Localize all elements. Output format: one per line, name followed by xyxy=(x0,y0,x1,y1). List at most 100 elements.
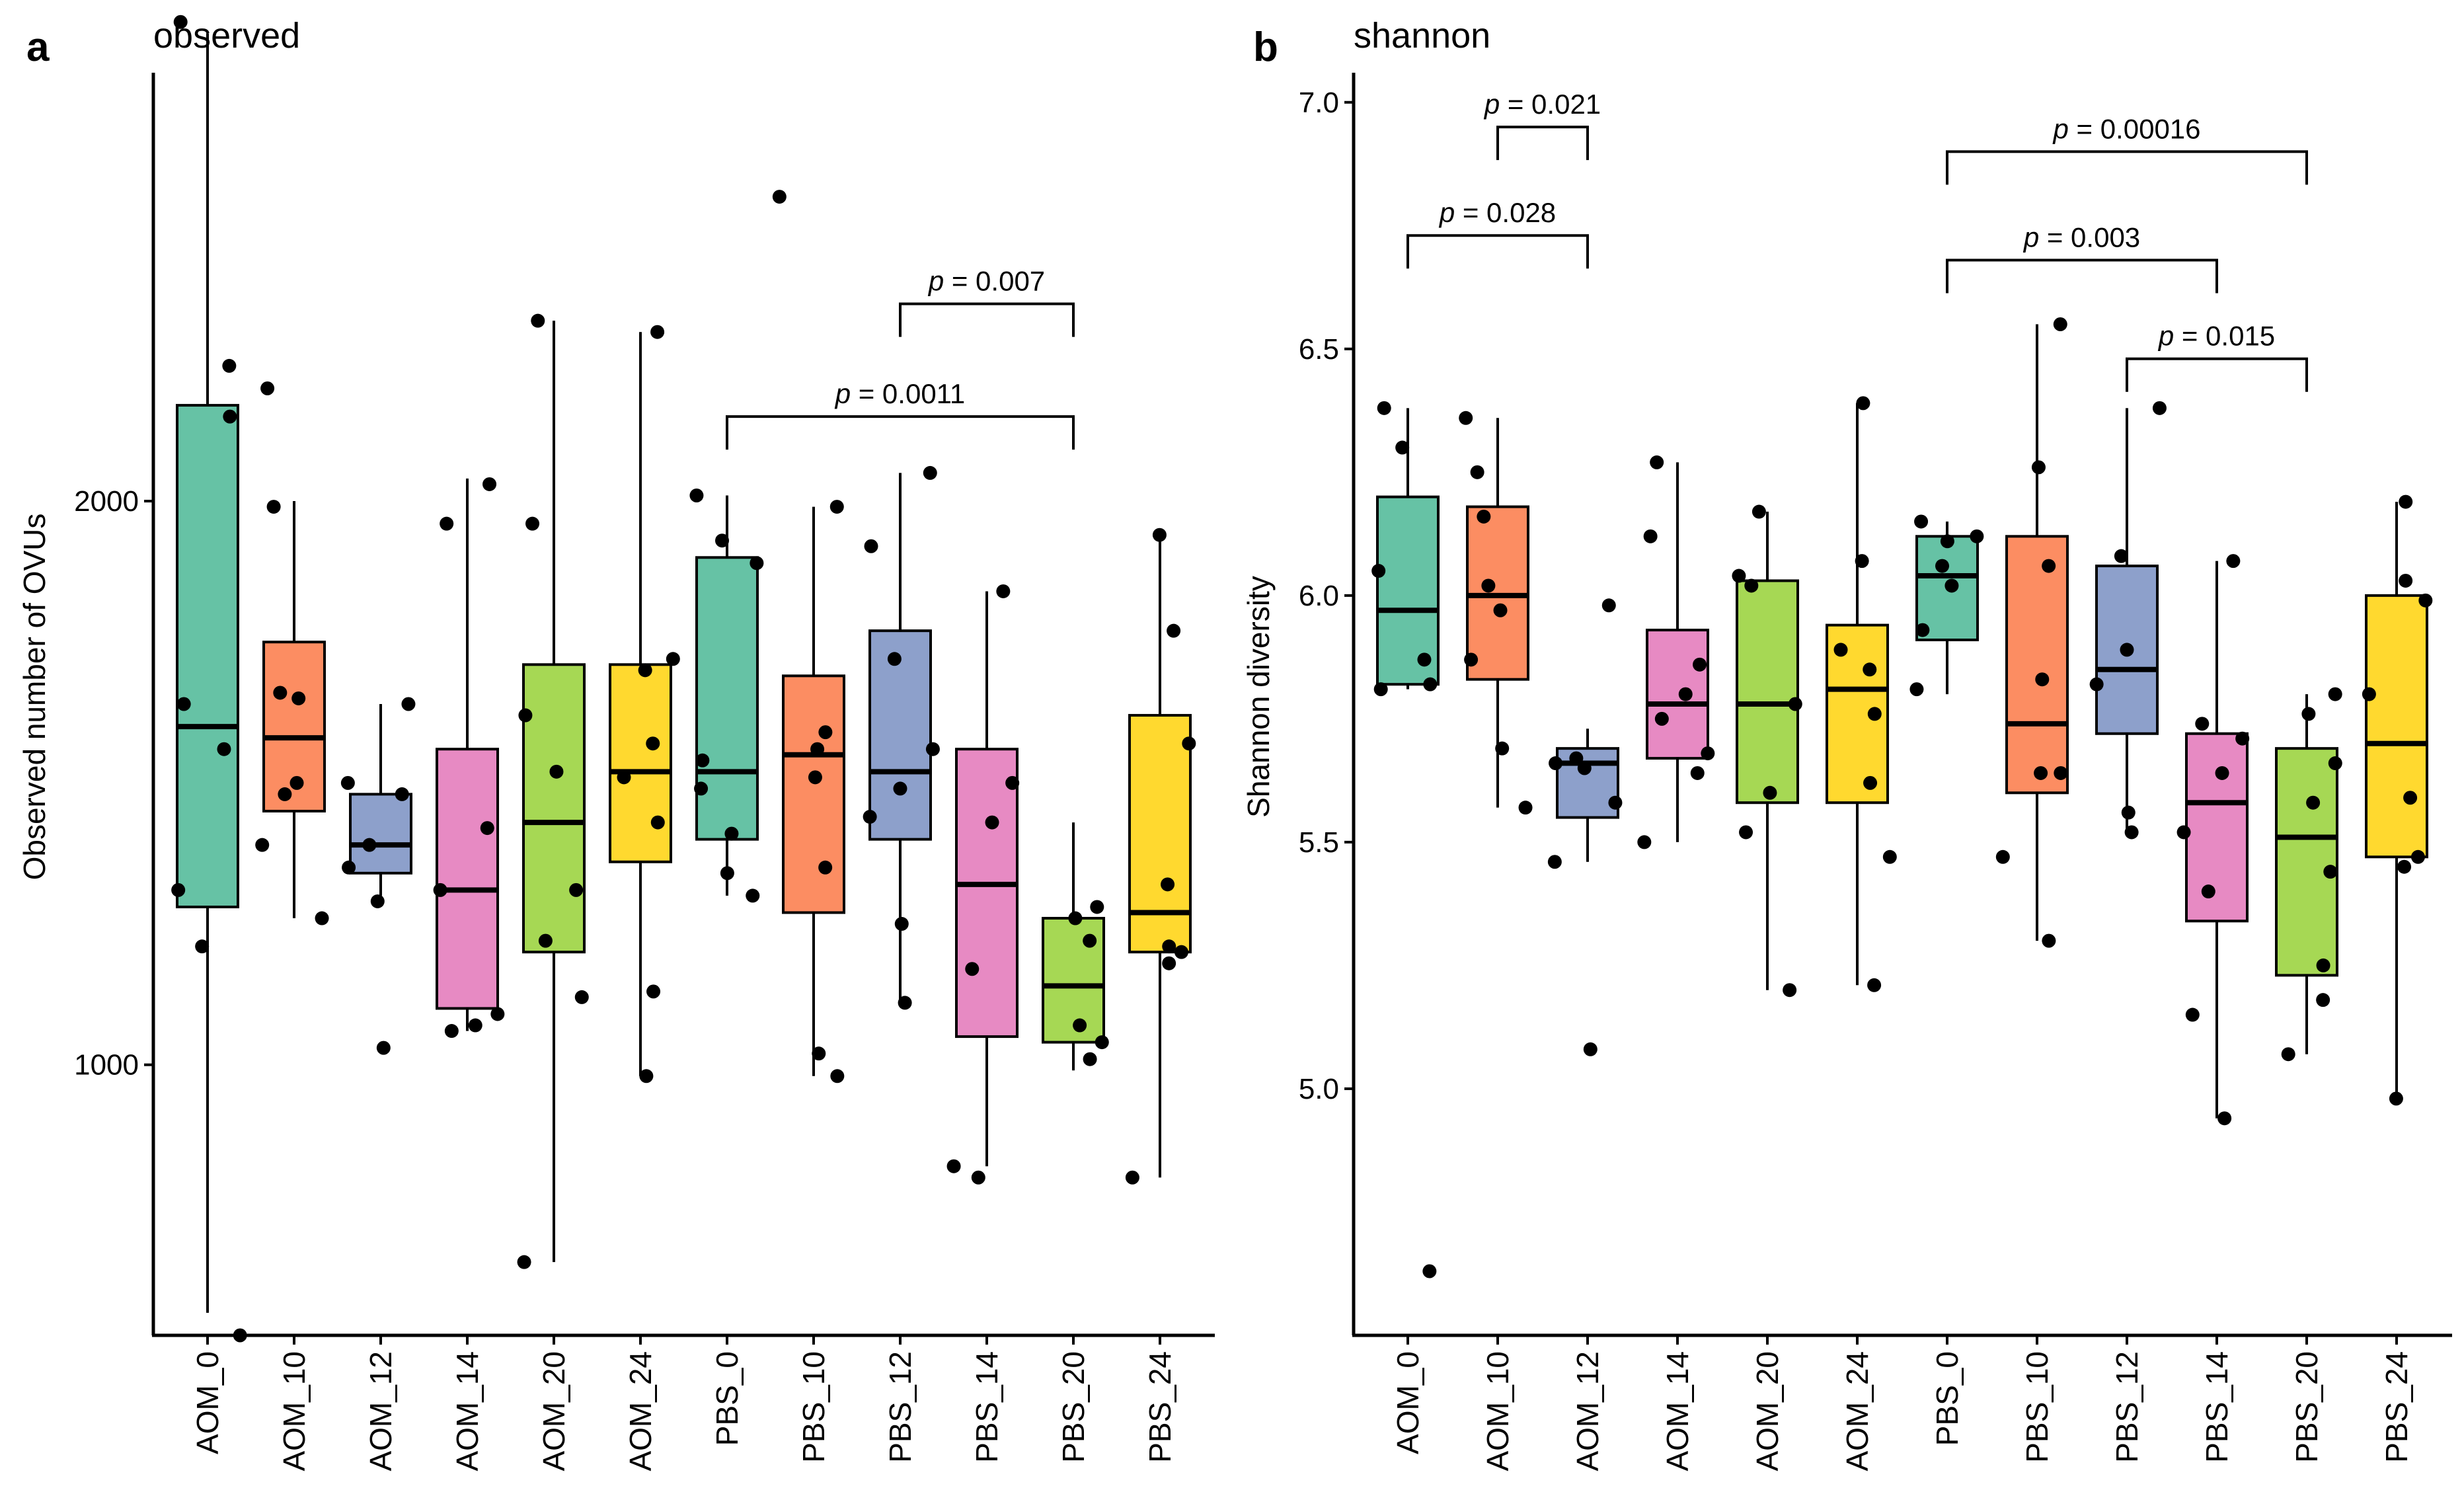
panel-a-data-point xyxy=(646,984,661,999)
panel-a-data-point xyxy=(1167,623,1181,638)
panel-b-data-point xyxy=(1944,578,1959,593)
panel-a-y-axis-title: Observed number of OVUs xyxy=(17,514,52,881)
panel-b-data-point xyxy=(1690,766,1705,780)
panel-b-letter: b xyxy=(1253,24,1278,70)
panel-a-box xyxy=(868,629,932,841)
panel-b-p-value-label: p = 0.015 xyxy=(2157,321,2275,352)
panel-a-x-tick-label: AOM_0 xyxy=(190,1351,225,1454)
panel-b-x-tick-label: PBS_14 xyxy=(2200,1351,2234,1463)
panel-b-data-point xyxy=(2031,460,2046,475)
panel-b-data-point xyxy=(1518,801,1533,815)
panel-b-data-point xyxy=(2042,933,2056,948)
panel-b-data-point xyxy=(2316,993,2330,1007)
panel-b-data-point xyxy=(2323,865,2338,879)
panel-b-data-point xyxy=(2042,559,2056,573)
panel-a-data-point xyxy=(217,742,231,756)
panel-b-data-point xyxy=(1833,643,1848,657)
panel-b-data-point xyxy=(2034,766,2048,780)
panel-b-data-point xyxy=(1477,509,1491,524)
panel-a-data-point xyxy=(638,663,652,678)
panel-a-data-point xyxy=(617,770,631,785)
panel-b-x-tick-label: AOM_14 xyxy=(1660,1351,1695,1472)
panel-a-data-point xyxy=(1068,911,1083,925)
panel-a-x-tick-label: AOM_12 xyxy=(364,1351,398,1472)
panel-b-data-point xyxy=(1373,682,1388,697)
panel-b-data-point xyxy=(2328,756,2342,771)
panel-b-data-point xyxy=(2399,573,2413,588)
panel-a-data-point xyxy=(176,697,191,711)
panel-a-data-point xyxy=(1162,956,1176,970)
panel-b-data-point xyxy=(2089,677,2104,691)
panel-a-data-point xyxy=(223,409,237,424)
panel-a-data-point xyxy=(342,860,356,875)
panel-a-data-point xyxy=(538,933,553,948)
panel-a-data-point xyxy=(1174,945,1188,959)
panel-a-data-point xyxy=(639,1069,654,1083)
panel-a-data-point xyxy=(340,775,355,790)
panel-b-data-point xyxy=(1608,795,1623,810)
panel-b-data-point xyxy=(2217,1111,2232,1126)
panel-b-y-axis-title: Shannon diversity xyxy=(1241,576,1276,818)
panel-b-x-tick-label: AOM_10 xyxy=(1481,1351,1515,1472)
panel-b-data-point xyxy=(1569,751,1584,766)
panel-b-data-point xyxy=(2281,1047,2295,1062)
panel-a-box xyxy=(782,674,845,914)
panel-a-x-tick-label: AOM_24 xyxy=(623,1351,658,1472)
panel-a-x-tick-label: PBS_14 xyxy=(970,1351,1004,1463)
panel-a-data-point xyxy=(490,1007,505,1021)
panel-a-data-point xyxy=(278,787,292,801)
panel-a-box xyxy=(955,748,1019,1039)
panel-b-data-point xyxy=(1470,465,1484,479)
panel-a-data-point xyxy=(646,736,660,751)
panel-a-box xyxy=(522,663,586,954)
panel-b-data-point xyxy=(1481,578,1496,593)
panel-b-box xyxy=(2275,747,2338,977)
panel-a-x-tick-label: PBS_24 xyxy=(1143,1351,1177,1463)
panel-a-data-point xyxy=(650,815,665,830)
panel-b-data-point xyxy=(1678,687,1693,701)
panel-b-data-point xyxy=(2124,825,2139,840)
panel-b-data-point xyxy=(1493,603,1508,617)
panel-b-data-point xyxy=(1654,711,1669,726)
panel-a-data-point xyxy=(222,358,237,373)
panel-a-data-point xyxy=(171,883,186,897)
panel-a-box xyxy=(609,663,672,863)
panel-a-box xyxy=(1128,714,1192,954)
panel-b-data-point xyxy=(1371,564,1386,578)
panel-b-significance-bracket xyxy=(1496,126,1589,161)
panel-a-data-point xyxy=(1162,939,1176,954)
panel-b-y-tick-label: 5.0 xyxy=(1299,1073,1339,1105)
panel-a-data-point xyxy=(1083,933,1097,948)
panel-b-box xyxy=(1556,747,1619,819)
panel-b-data-point xyxy=(1395,440,1410,455)
panel-b-y-tick-label: 5.5 xyxy=(1299,826,1339,859)
panel-a-data-point xyxy=(1095,1035,1109,1050)
panel-a-data-point xyxy=(1083,1052,1097,1066)
panel-b-box xyxy=(2005,535,2069,795)
panel-a-box xyxy=(436,748,499,1010)
panel-a-box xyxy=(176,404,239,908)
panel-a-data-point xyxy=(370,894,385,908)
panel-b-data-point xyxy=(1935,559,1950,573)
panel-b-data-point xyxy=(2403,791,2418,805)
panel-b-data-point xyxy=(1855,554,1869,569)
panel-a-data-point xyxy=(695,753,710,767)
panel-b-data-point xyxy=(2176,825,2191,840)
panel-b-data-point xyxy=(1643,529,1658,543)
panel-b-data-point xyxy=(1701,746,1715,761)
panel-b-data-point xyxy=(1970,529,1984,543)
panel-b-data-point xyxy=(1693,657,1707,672)
panel-a-data-point xyxy=(810,742,825,756)
panel-a-data-point xyxy=(315,911,329,925)
panel-shannon: b shannon Shannon diversity 5.0 5.5 6.0 6.5… xyxy=(1241,16,2452,1472)
panel-a-data-point xyxy=(195,939,210,954)
panel-b-data-point xyxy=(2306,795,2321,810)
panel-a-p-value-label: p = 0.0011 xyxy=(834,378,966,409)
panel-b-significance-bracket xyxy=(2126,357,2308,392)
panel-a-data-point xyxy=(772,190,787,204)
panel-b-significance-bracket xyxy=(1406,234,1589,269)
panel-a-x-tick-label: AOM_20 xyxy=(537,1351,571,1472)
panel-a-data-point xyxy=(818,725,833,740)
panel-b-data-point xyxy=(1995,849,2010,864)
panel-b-box xyxy=(1646,629,1709,760)
